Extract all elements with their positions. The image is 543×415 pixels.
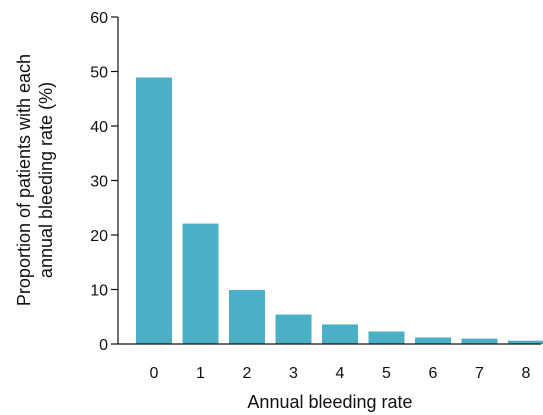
- x-tick-label-0: 0: [150, 365, 159, 382]
- y-axis-title-line-2: annual bleeding rate (%): [36, 82, 56, 278]
- y-tick-label-40: 40: [90, 119, 108, 136]
- x-tick-label-6: 6: [429, 365, 438, 382]
- bar-2: [229, 290, 265, 344]
- bar-0: [136, 77, 172, 344]
- bars-group: [136, 77, 543, 344]
- x-tick-label-5: 5: [382, 365, 391, 382]
- bar-6: [415, 337, 451, 344]
- x-tick-label-4: 4: [336, 365, 345, 382]
- bar-3: [275, 314, 312, 344]
- bar-8: [508, 340, 543, 344]
- y-tick-label-30: 30: [90, 174, 108, 191]
- x-tick-label-8: 8: [522, 365, 531, 382]
- y-tick-label-20: 20: [90, 228, 108, 245]
- x-tick-label-2: 2: [243, 365, 252, 382]
- x-axis-title: Annual bleeding rate: [247, 392, 412, 412]
- y-ticks-group: 0 10 20 30 40 50 60: [90, 10, 118, 354]
- y-tick-label-10: 10: [90, 283, 108, 300]
- y-axis-title: Proportion of patients with each annual …: [14, 54, 56, 306]
- bar-1: [182, 223, 219, 344]
- x-tick-label-1: 1: [196, 365, 205, 382]
- y-tick-label-60: 60: [90, 10, 108, 27]
- bar-5: [368, 331, 405, 344]
- y-tick-label-50: 50: [90, 65, 108, 82]
- x-tick-label-3: 3: [289, 365, 298, 382]
- bar-4: [322, 324, 358, 344]
- x-ticks-group: 0 1 2 3 4 5 6 7 8: [150, 365, 531, 382]
- y-tick-label-0: 0: [99, 337, 108, 354]
- x-tick-label-7: 7: [475, 365, 484, 382]
- bar-7: [461, 338, 498, 344]
- y-axis-title-line-1: Proportion of patients with each: [14, 54, 34, 306]
